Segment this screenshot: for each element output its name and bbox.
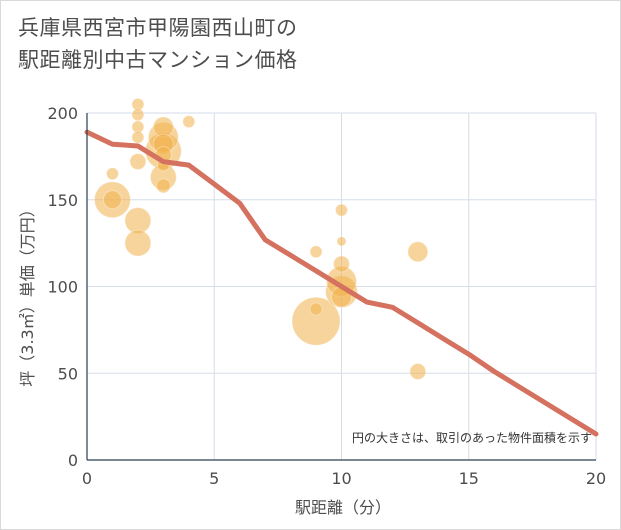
chart-title: 兵庫県西宮市甲陽園西山町の 駅距離別中古マンション価格 [18,12,298,76]
bubble-size-note: 円の大きさは、取引のあった物件面積を示す [352,430,592,445]
x-tick-label: 5 [209,469,219,488]
y-tick-label: 150 [47,191,78,210]
x-tick-label: 15 [459,469,479,488]
y-tick-label: 50 [58,364,78,383]
chart-title-line-2: 駅距離別中古マンション価格 [18,48,298,72]
bubble-point [182,115,196,129]
bubble-point [291,296,341,346]
axes [86,113,596,461]
x-tick-label: 10 [331,469,351,488]
y-tick-labels: 0 50 100 150 200 [47,104,78,470]
grid-lines [87,112,597,460]
bubble-point [102,190,122,210]
x-tick-label: 0 [82,469,92,488]
bubble-point [124,229,152,257]
trend-line [84,129,599,437]
x-tick-label: 20 [586,469,606,488]
chart-title-line-1: 兵庫県西宮市甲陽園西山町の [18,16,298,40]
bubble-point [129,153,147,171]
trend-series [84,129,599,437]
bubble-point [155,178,171,194]
bubble-point [335,203,348,217]
bubble-point [131,130,145,144]
x-tick-labels: 0 5 10 15 20 [82,469,606,488]
y-tick-label: 200 [47,104,78,123]
bubble-point [333,255,350,273]
bubble-point [409,363,427,381]
bubble-series [93,97,429,381]
bubble-point [336,236,347,247]
bubble-point [131,108,145,122]
y-axis-title: 坪（3.3㎡）単価（万円） [18,201,37,386]
bubble-point [309,245,323,259]
x-axis-title: 駅距離（分） [295,498,391,517]
bubble-point [407,241,429,263]
bubble-point [309,302,323,316]
y-tick-label: 0 [68,451,78,470]
y-tick-label: 100 [47,278,78,297]
bubble-point [105,167,119,181]
